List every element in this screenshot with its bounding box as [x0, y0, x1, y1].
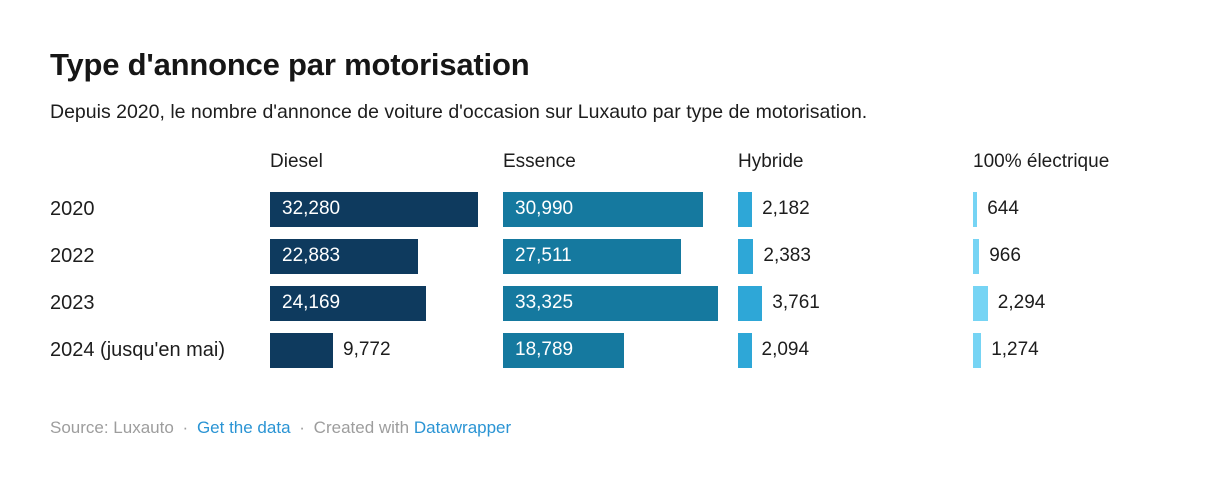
chart-footer: Source: Luxauto · Get the data · Created… — [50, 418, 1174, 438]
essence-bar-cell: 18,789 — [503, 332, 738, 368]
bar-value-essence-2022: 27,511 — [515, 245, 572, 267]
chart-rows: 2020 32,280 30,990 2,182 644 2022 22,883 27,511… — [50, 186, 1174, 374]
bar-hybride-2023 — [738, 285, 763, 321]
bar-value-diesel-2023: 24,169 — [282, 292, 341, 314]
bar-electrique-2020 — [973, 191, 978, 227]
electrique-bar-cell: 2,294 — [973, 285, 1174, 321]
electrique-bar-cell: 1,274 — [973, 332, 1174, 368]
bar-hybride-2024 — [738, 332, 752, 368]
bar-diesel-2020: 32,280 — [270, 191, 479, 227]
diesel-bar-cell: 9,772 — [270, 332, 503, 368]
essence-bar-cell: 27,511 — [503, 238, 738, 274]
get-the-data-link[interactable]: Get the data — [196, 417, 291, 437]
footer-separator: · — [299, 417, 305, 437]
footer-separator: · — [182, 417, 189, 437]
hybride-bar-cell: 2,182 — [738, 191, 973, 227]
electrique-bar-cell: 966 — [973, 238, 1174, 274]
bar-value-diesel-2022: 22,883 — [282, 245, 341, 267]
split-bar-chart: Diesel Essence Hybride 100% électrique 2… — [50, 151, 1174, 374]
hybride-bar-cell: 3,761 — [738, 285, 973, 321]
chart-row-2023: 2023 24,169 33,325 3,761 2,294 — [50, 280, 1174, 327]
chart-row-2024: 2024 (jusqu'en mai) 9,772 18,789 2,094 1,274 — [50, 327, 1174, 374]
bar-value-diesel-2020: 32,280 — [282, 198, 341, 220]
bar-essence-2023: 33,325 — [503, 285, 718, 321]
column-header-electrique: 100% électrique — [973, 150, 1110, 172]
diesel-bar-cell: 32,280 — [270, 191, 503, 227]
bar-value-hybride-2022: 2,383 — [763, 245, 811, 267]
column-header-hybride: Hybride — [738, 150, 804, 172]
bar-value-essence-2023: 33,325 — [515, 292, 574, 314]
bar-value-hybride-2020: 2,182 — [762, 198, 810, 220]
chart-row-2022: 2022 22,883 27,511 2,383 966 — [50, 233, 1174, 280]
bar-value-electrique-2022: 966 — [989, 245, 1021, 267]
bar-value-essence-2020: 30,990 — [515, 198, 574, 220]
bar-diesel-2023: 24,169 — [270, 285, 426, 321]
bar-value-electrique-2020: 644 — [987, 198, 1019, 220]
bar-electrique-2023 — [973, 285, 988, 321]
bar-diesel-2022: 22,883 — [270, 238, 418, 274]
essence-bar-cell: 30,990 — [503, 191, 738, 227]
bar-value-hybride-2023: 3,761 — [772, 292, 820, 314]
bar-value-hybride-2024: 2,094 — [761, 339, 810, 361]
electrique-bar-cell: 644 — [973, 191, 1174, 227]
column-header-diesel: Diesel — [270, 150, 323, 172]
bar-hybride-2020 — [738, 191, 753, 227]
row-label-2020: 2020 — [50, 197, 95, 220]
bar-value-electrique-2023: 2,294 — [997, 292, 1046, 314]
source-text: Source: Luxauto — [50, 417, 174, 437]
row-label-2023: 2023 — [50, 291, 95, 314]
hybride-bar-cell: 2,094 — [738, 332, 973, 368]
bar-essence-2024: 18,789 — [503, 332, 625, 368]
bar-diesel-2024 — [270, 332, 333, 368]
diesel-bar-cell: 24,169 — [270, 285, 503, 321]
diesel-bar-cell: 22,883 — [270, 238, 503, 274]
hybride-bar-cell: 2,383 — [738, 238, 973, 274]
column-header-essence: Essence — [503, 150, 576, 172]
row-label-2022: 2022 — [50, 244, 95, 267]
bar-electrique-2022 — [973, 238, 980, 274]
chart-title: Type d'annonce par motorisation — [50, 47, 530, 82]
bar-essence-2022: 27,511 — [503, 238, 681, 274]
row-label-2024: 2024 (jusqu'en mai) — [50, 338, 226, 361]
bar-electrique-2024 — [973, 332, 982, 368]
bar-value-diesel-2024: 9,772 — [343, 339, 391, 361]
chart-subtitle: Depuis 2020, le nombre d'annonce de voit… — [50, 101, 868, 124]
bar-value-essence-2024: 18,789 — [515, 339, 574, 361]
bar-value-electrique-2024: 1,274 — [991, 339, 1039, 361]
created-with-text: Created with — [313, 417, 410, 437]
bar-essence-2020: 30,990 — [503, 191, 703, 227]
bar-hybride-2022 — [738, 238, 754, 274]
column-headers: Diesel Essence Hybride 100% électrique — [50, 151, 1174, 173]
essence-bar-cell: 33,325 — [503, 285, 738, 321]
chart-row-2020: 2020 32,280 30,990 2,182 644 — [50, 186, 1174, 233]
datawrapper-link[interactable]: Datawrapper — [413, 417, 512, 437]
